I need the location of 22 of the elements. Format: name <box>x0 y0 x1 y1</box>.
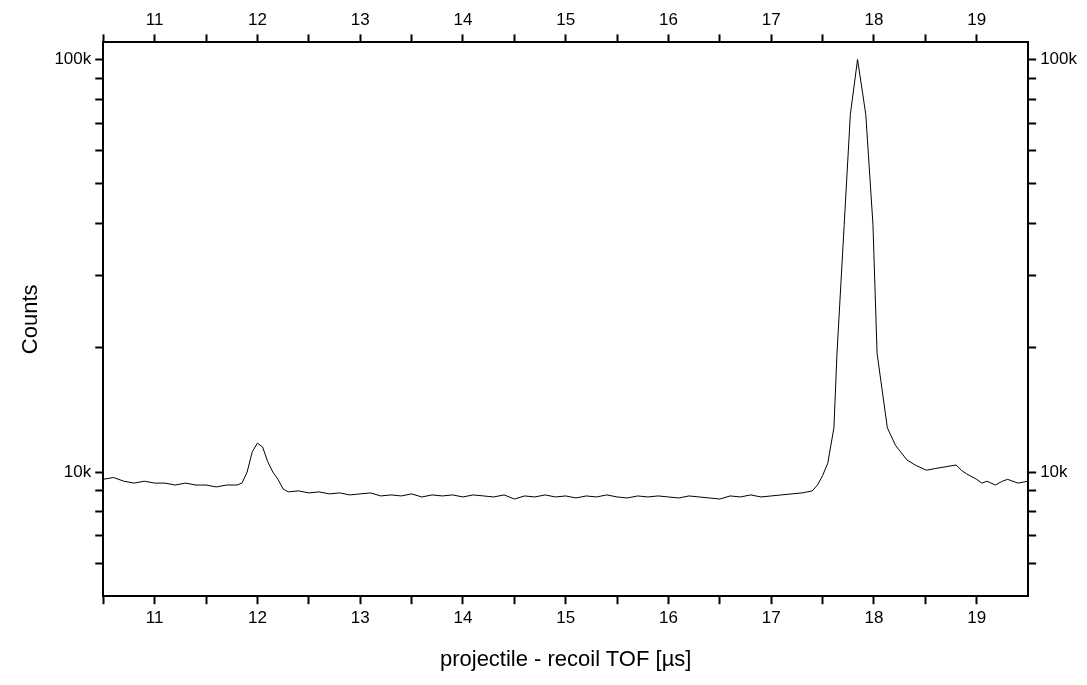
y-axis-title: Counts <box>17 284 43 355</box>
x2-tick-label: 17 <box>761 9 781 29</box>
x-tick-label: 17 <box>761 608 781 628</box>
text: 10k <box>1040 461 1068 481</box>
x2-tick-label: 16 <box>659 9 678 29</box>
x-tick-label: 19 <box>967 608 987 628</box>
x2-tick-label: 15 <box>556 9 576 29</box>
text: 100k <box>1040 49 1078 69</box>
x2-tick-label: 13 <box>350 9 370 29</box>
x2-tick-label: 11 <box>145 9 164 29</box>
x2-tick-label: 12 <box>247 9 267 29</box>
x2-tick-label: 19 <box>967 9 987 29</box>
x2-tick-label: 14 <box>453 9 473 29</box>
x-tick-label: 12 <box>247 608 267 628</box>
x-tick-label: 16 <box>659 608 678 628</box>
x-tick-label: 15 <box>556 608 576 628</box>
x-tick-label: 11 <box>145 608 164 628</box>
x-tick-label: 18 <box>864 608 884 628</box>
x2-tick-label: 18 <box>864 9 884 29</box>
x-tick-label: 14 <box>453 608 473 628</box>
x-tick-label: 13 <box>350 608 370 628</box>
x-axis-title: projectile - recoil TOF [µs] <box>439 645 692 671</box>
